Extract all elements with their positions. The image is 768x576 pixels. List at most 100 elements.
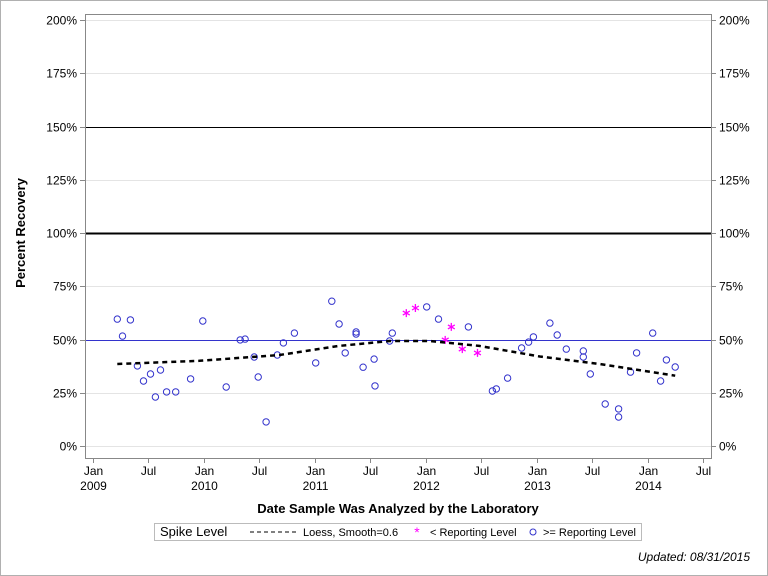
point-above-reporting-level	[312, 359, 320, 367]
point-above-reporting-level	[614, 413, 623, 421]
x-tick-year: 2013	[524, 479, 551, 493]
point-above-reporting-level	[290, 329, 299, 337]
x-tick-month: Jul	[363, 464, 378, 478]
y-tick-label-right: 75%	[719, 280, 743, 294]
point-above-reporting-level	[671, 363, 679, 371]
y-tick-label-right: 50%	[719, 334, 743, 348]
legend-box	[154, 523, 642, 541]
x-tick-month: Jan	[639, 464, 658, 478]
point-above-reporting-level	[279, 339, 288, 347]
x-tick-month: Jan	[306, 464, 325, 478]
y-tick-label: 25%	[53, 387, 77, 401]
x-tick-year: 2010	[191, 479, 218, 493]
x-tick-month: Jul	[141, 464, 156, 478]
point-above-reporting-level	[601, 400, 609, 408]
point-above-reporting-level	[614, 405, 623, 413]
point-above-reporting-level	[656, 377, 665, 385]
point-above-reporting-level	[492, 385, 500, 393]
point-above-reporting-level	[632, 349, 641, 357]
y-tick-label-right: 125%	[719, 174, 750, 188]
x-tick-month: Jul	[252, 464, 267, 478]
y-tick-label: 0%	[60, 440, 78, 454]
point-above-reporting-level	[241, 335, 249, 343]
x-tick-month: Jan	[84, 464, 103, 478]
point-below-reporting-level	[447, 322, 456, 331]
point-above-reporting-level	[359, 363, 367, 371]
y-tick-label: 75%	[53, 280, 77, 294]
y-tick-label-right: 25%	[719, 387, 743, 401]
x-tick-month: Jul	[474, 464, 489, 478]
point-above-reporting-level	[162, 388, 171, 396]
x-tick-month: Jan	[195, 464, 214, 478]
x-tick-year: 2009	[80, 479, 107, 493]
data-marks	[113, 297, 679, 426]
legend-below-label: < Reporting Level	[430, 527, 517, 539]
y-axis-label: Percent Recovery	[13, 177, 28, 288]
point-above-reporting-level	[434, 315, 443, 323]
point-above-reporting-level	[250, 353, 258, 361]
point-above-reporting-level	[139, 377, 148, 385]
point-above-reporting-level	[222, 383, 230, 391]
asterisk-stroke	[473, 350, 482, 356]
legend-loess-label: Loess, Smooth=0.6	[303, 527, 398, 539]
point-above-reporting-level	[186, 375, 195, 383]
point-above-reporting-level	[341, 349, 349, 357]
point-above-reporting-level	[553, 331, 561, 339]
y-tick-label-right: 0%	[719, 440, 737, 454]
point-below-reporting-level	[458, 345, 467, 354]
point-above-reporting-level	[156, 366, 165, 374]
y-axis-ticks: 0% 0% 25% 25% 50% 50% 75% 75% 100% 100% 125% 125% 15…	[46, 14, 750, 454]
point-above-reporting-level	[579, 353, 587, 361]
y-tick-label-right: 175%	[719, 67, 750, 81]
point-above-reporting-level	[328, 297, 336, 305]
x-tick-month: Jan	[417, 464, 436, 478]
point-above-reporting-level	[371, 382, 379, 390]
legend-asterisk-marker: *	[414, 524, 420, 540]
y-tick-label: 125%	[46, 174, 77, 188]
point-above-reporting-level	[649, 329, 657, 337]
x-tick-month: Jul	[696, 464, 711, 478]
asterisk-stroke	[411, 305, 420, 311]
asterisk-stroke	[402, 310, 411, 316]
point-above-reporting-level	[517, 344, 526, 352]
y-tick-label: 150%	[46, 121, 77, 135]
x-tick-month: Jan	[528, 464, 547, 478]
point-above-reporting-level	[546, 319, 554, 327]
y-tick-label: 200%	[46, 14, 77, 28]
point-above-reporting-level	[488, 387, 497, 395]
y-tick-label: 175%	[46, 67, 77, 81]
legend-above-label: >= Reporting Level	[543, 527, 636, 539]
point-above-reporting-level	[254, 373, 262, 381]
point-above-reporting-level	[388, 329, 396, 337]
updated-date: Updated: 08/31/2015	[638, 550, 750, 564]
point-above-reporting-level	[172, 388, 180, 396]
point-above-reporting-level	[126, 316, 135, 324]
point-above-reporting-level	[151, 393, 160, 401]
point-above-reporting-level	[423, 303, 431, 311]
point-above-reporting-level	[524, 338, 533, 346]
point-above-reporting-level	[370, 355, 378, 363]
point-above-reporting-level	[352, 328, 360, 336]
y-tick-label: 50%	[53, 334, 77, 348]
point-above-reporting-level	[146, 370, 155, 378]
x-tick-year: 2014	[635, 479, 662, 493]
point-above-reporting-level	[586, 370, 594, 378]
point-above-reporting-level	[335, 320, 343, 328]
asterisk-stroke	[447, 324, 456, 330]
point-above-reporting-level	[503, 374, 512, 382]
x-tick-month: Jul	[585, 464, 600, 478]
point-above-reporting-level	[662, 356, 671, 364]
point-above-reporting-level	[464, 323, 473, 331]
x-axis-label: Date Sample Was Analyzed by the Laborato…	[257, 501, 539, 516]
asterisk-stroke	[458, 346, 467, 352]
legend: Spike Level Loess, Smooth=0.6 * < Report…	[154, 523, 642, 541]
point-above-reporting-level	[262, 418, 270, 426]
y-tick-label-right: 150%	[719, 121, 750, 135]
x-tick-year: 2011	[303, 479, 329, 493]
point-below-reporting-level	[473, 348, 482, 357]
point-above-reporting-level	[236, 336, 244, 344]
legend-circle-marker	[529, 528, 537, 536]
